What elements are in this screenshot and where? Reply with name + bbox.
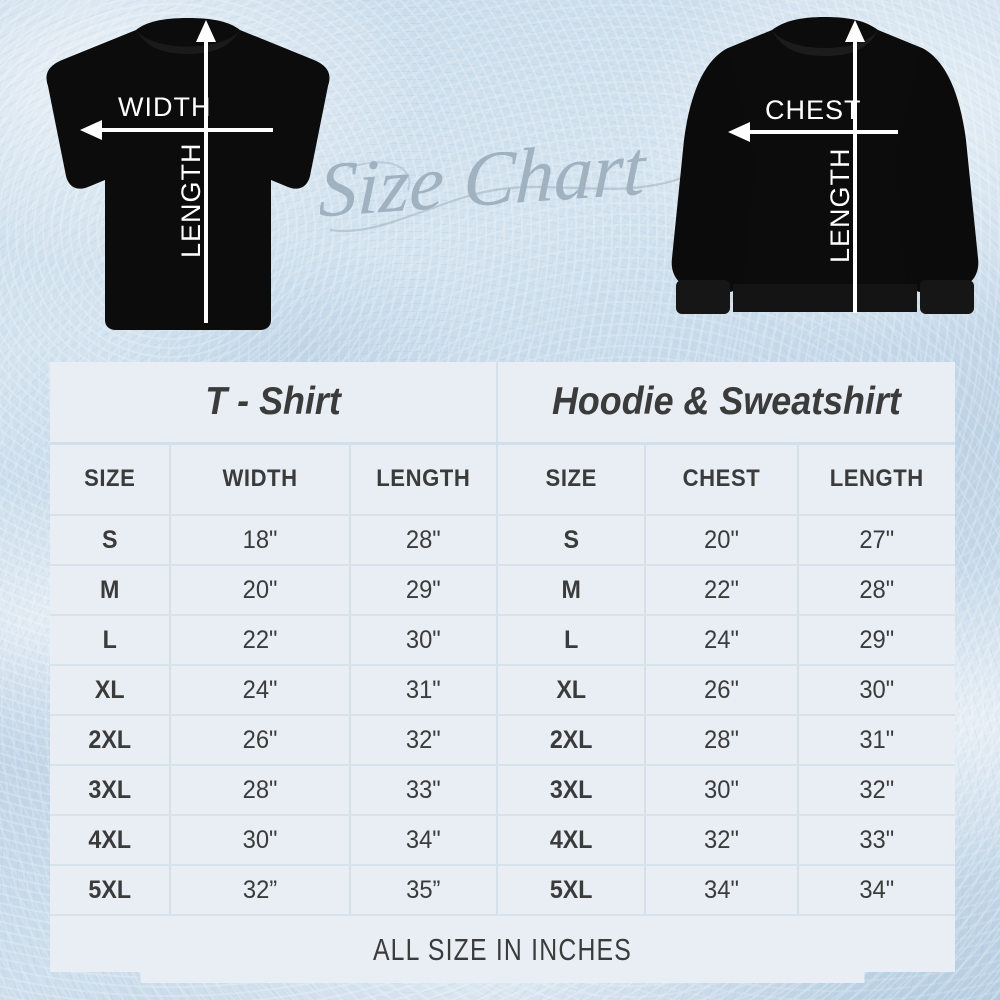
all-size-in-inches-note: ALL SIZE IN INCHES (140, 915, 865, 983)
cell-left-width: 18" (174, 515, 347, 566)
cell-left-width: 22" (174, 615, 347, 666)
cell-right-length: 33" (802, 815, 952, 866)
sweatshirt-right-sleeve (895, 48, 979, 293)
cell-right-chest: 20" (649, 515, 796, 566)
cell-right-chest: 26" (649, 665, 796, 716)
cell-right-chest: 22" (649, 565, 796, 616)
sweatshirt-left-sleeve (671, 48, 755, 293)
header-right-size: SIZE (502, 443, 641, 516)
cell-left-width: 28" (174, 765, 347, 816)
cell-right-size: 5XL (502, 865, 642, 916)
sweatshirt-length-arrowhead (845, 20, 865, 42)
cell-right-length: 29" (802, 615, 952, 666)
cell-left-size: 2XL (54, 715, 168, 766)
cell-left-length: 29" (354, 565, 495, 616)
cell-left-length: 33" (354, 765, 495, 816)
cell-left-length: 30" (354, 615, 495, 666)
table-header-row: SIZE WIDTH LENGTH SIZE CHEST LENGTH (50, 443, 955, 516)
table-title-row: T - Shirt Hoodie & Sweatshirt (50, 362, 955, 445)
cell-left-width: 26" (174, 715, 347, 766)
cell-left-size: 4XL (54, 815, 168, 866)
cell-left-width: 32” (174, 865, 347, 916)
header-right-length: LENGTH (804, 443, 949, 516)
cell-left-width: 30" (174, 815, 347, 866)
size-chart-panel: T - Shirt Hoodie & Sweatshirt SIZE WIDTH… (50, 362, 955, 983)
cell-right-chest: 34" (649, 865, 796, 916)
cell-right-size: 4XL (502, 815, 642, 866)
table-row: 3XL 28" 33" 3XL 30" 32" (50, 765, 955, 816)
cell-left-length: 31" (354, 665, 495, 716)
cell-left-size: 5XL (54, 865, 168, 916)
sweatshirt-chest-arrowhead (728, 122, 750, 142)
table-footer-row: ALL SIZE IN INCHES (50, 915, 955, 983)
tshirt-width-arrowhead (80, 120, 102, 140)
hoodie-table-title: Hoodie & Sweatshirt (515, 362, 937, 445)
cell-right-chest: 32" (649, 815, 796, 866)
header-left-size: SIZE (54, 443, 167, 516)
cell-left-size: S (54, 515, 168, 566)
cell-right-size: XL (502, 665, 642, 716)
cell-right-chest: 24" (649, 615, 796, 666)
sweatshirt-left-cuff (676, 280, 730, 314)
sweatshirt-collar (772, 30, 878, 56)
tshirt-body (46, 18, 330, 330)
table-row: 4XL 30" 34" 4XL 32" 33" (50, 815, 955, 866)
cell-right-size: L (502, 615, 642, 666)
cell-left-size: 3XL (54, 765, 168, 816)
cell-right-size: M (502, 565, 642, 616)
cell-left-length: 34" (354, 815, 495, 866)
header-left-width: WIDTH (177, 443, 345, 516)
cell-left-length: 28" (354, 515, 495, 566)
cell-right-size: S (502, 515, 642, 566)
tshirt-width-label: WIDTH (118, 92, 211, 122)
cell-left-length: 32" (354, 715, 495, 766)
sweatshirt-right-cuff (920, 280, 974, 314)
size-table: T - Shirt Hoodie & Sweatshirt SIZE WIDTH… (50, 362, 955, 983)
table-row: XL 24" 31" XL 26" 30" (50, 665, 955, 716)
table-row: L 22" 30" L 24" 29" (50, 615, 955, 666)
table-row: M 20" 29" M 22" 28" (50, 565, 955, 616)
cell-right-length: 28" (802, 565, 952, 616)
header-left-length: LENGTH (356, 443, 493, 516)
tshirt-collar (136, 30, 240, 54)
table-row: S 18" 28" S 20" 27" (50, 515, 955, 566)
tshirt-length-arrowhead (196, 20, 216, 42)
sweatshirt-chest-label: CHEST (765, 95, 862, 125)
sweatshirt-body (703, 17, 947, 308)
cell-right-size: 3XL (502, 765, 642, 816)
cell-left-size: L (54, 615, 168, 666)
sweatshirt-hem-rib (733, 284, 917, 312)
cell-right-length: 27" (802, 515, 952, 566)
tshirt-length-label: LENGTH (176, 142, 206, 258)
header-right-chest: CHEST (651, 443, 794, 516)
cell-left-size: M (54, 565, 168, 616)
cell-right-chest: 30" (649, 765, 796, 816)
cell-left-size: XL (54, 665, 168, 716)
tshirt-table-title: T - Shirt (67, 362, 481, 445)
cell-right-length: 32" (802, 765, 952, 816)
table-row: 5XL 32” 35” 5XL 34" 34" (50, 865, 955, 916)
cell-right-size: 2XL (502, 715, 642, 766)
cell-right-length: 34" (802, 865, 952, 916)
cell-right-length: 31" (802, 715, 952, 766)
sweatshirt-illustration: CHEST LENGTH (671, 17, 979, 314)
cell-left-length: 35” (354, 865, 495, 916)
tshirt-illustration: WIDTH LENGTH (46, 18, 330, 330)
cell-right-length: 30" (802, 665, 952, 716)
sweatshirt-length-label: LENGTH (825, 147, 855, 263)
cell-right-chest: 28" (649, 715, 796, 766)
cell-left-width: 20" (174, 565, 347, 616)
table-row: 2XL 26" 32" 2XL 28" 31" (50, 715, 955, 766)
cell-left-width: 24" (174, 665, 347, 716)
